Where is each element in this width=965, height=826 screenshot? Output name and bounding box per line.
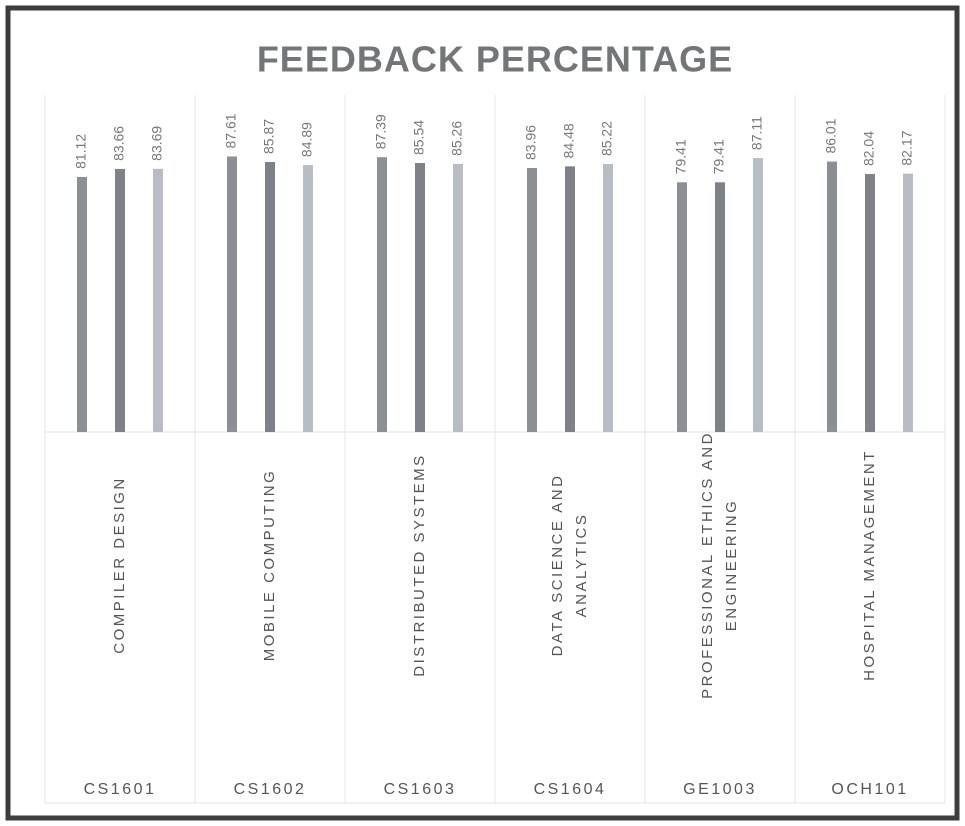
x-tick-label: OCH101 xyxy=(831,781,908,798)
category-name: PROFESSIONAL ETHICS AND xyxy=(699,431,716,699)
category-name: DISTRIBUTED SYSTEMS xyxy=(411,453,428,676)
frame xyxy=(5,5,960,821)
x-tick-label: CS1602 xyxy=(234,781,307,798)
value-label: 81.12 xyxy=(73,134,89,169)
category-name: COMPILER DESIGN xyxy=(111,476,128,654)
value-label: 84.89 xyxy=(299,122,315,157)
value-label: 85.87 xyxy=(261,119,277,154)
bar xyxy=(827,161,837,432)
category-name: MOBILE COMPUTING xyxy=(261,469,278,662)
bar xyxy=(415,163,425,432)
bar xyxy=(603,164,613,432)
x-tick-label: CS1601 xyxy=(84,781,157,798)
bar xyxy=(227,156,237,432)
value-label: 79.41 xyxy=(673,139,689,174)
value-label: 85.26 xyxy=(449,121,465,156)
bar xyxy=(377,157,387,432)
value-label: 83.66 xyxy=(111,126,127,161)
value-label: 83.69 xyxy=(149,126,165,161)
value-label: 87.11 xyxy=(749,116,765,150)
value-label: 87.39 xyxy=(373,114,389,149)
category-name: HOSPITAL MANAGEMENT xyxy=(861,449,878,681)
value-label: 83.96 xyxy=(523,125,539,160)
bar xyxy=(77,176,87,432)
bar xyxy=(153,168,163,433)
category-name: ANALYTICS xyxy=(573,513,590,618)
bar xyxy=(565,166,575,432)
bar xyxy=(903,173,913,432)
bar xyxy=(753,158,763,432)
bar xyxy=(677,182,687,432)
value-label: 82.17 xyxy=(899,130,915,165)
value-label: 85.22 xyxy=(599,121,615,156)
bar xyxy=(865,174,875,432)
x-tick-label: GE1003 xyxy=(683,781,757,798)
value-label: 85.54 xyxy=(411,120,427,155)
category-name: DATA SCIENCE AND xyxy=(549,474,566,657)
value-label: 87.61 xyxy=(223,113,239,148)
bar xyxy=(715,182,725,432)
value-label: 84.48 xyxy=(561,123,577,158)
value-label: 82.04 xyxy=(861,131,877,166)
x-tick-label: CS1603 xyxy=(384,781,457,798)
bar xyxy=(115,168,125,432)
bar xyxy=(527,167,537,433)
bar xyxy=(303,165,313,432)
value-label: 86.01 xyxy=(823,118,839,153)
chart-title: FEEDBACK PERCENTAGE xyxy=(257,39,733,80)
bar xyxy=(453,163,463,432)
value-label: 79.41 xyxy=(711,139,727,174)
bar xyxy=(265,161,275,432)
x-tick-label: CS1604 xyxy=(534,781,607,798)
category-name: ENGINEERING xyxy=(723,499,740,632)
